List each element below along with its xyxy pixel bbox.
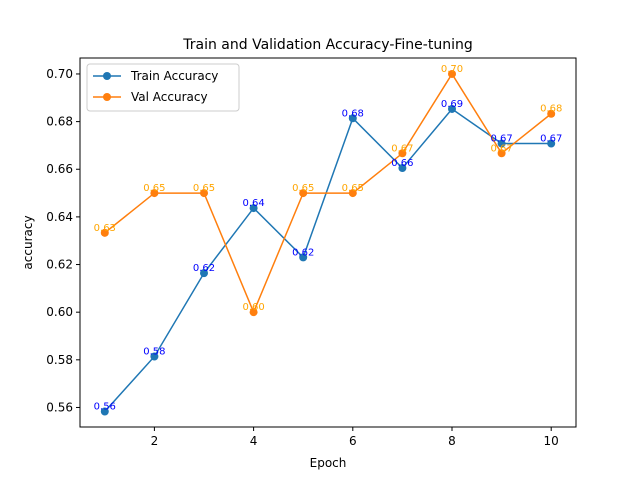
x-axis-label: Epoch [310, 456, 347, 470]
train-accuracy-point [200, 269, 208, 278]
train-accuracy-point [150, 352, 159, 361]
val-accuracy-data-label: 0.65 [193, 183, 215, 194]
train-accuracy-data-label: 0.62 [193, 263, 215, 274]
x-tick-label: 2 [151, 434, 159, 448]
train-accuracy-data-label: 0.67 [490, 134, 512, 145]
x-tick-label: 6 [349, 434, 357, 448]
train-accuracy-line [104, 107, 552, 413]
y-tick-label: 0.60 [46, 305, 73, 319]
train-accuracy-data-label: 0.69 [441, 99, 463, 110]
val-accuracy-data-label: 0.65 [342, 183, 364, 194]
train-accuracy-point [547, 139, 556, 148]
val-accuracy-point [150, 189, 159, 198]
val-accuracy-point [448, 69, 456, 78]
val-accuracy-point [299, 189, 308, 198]
val-accuracy-data-label: 0.70 [441, 64, 463, 75]
train-accuracy-data-label: 0.58 [143, 346, 165, 357]
y-axis-label: accuracy [21, 215, 35, 269]
train-accuracy-data-label: 0.66 [391, 158, 413, 169]
val-accuracy-data-label: 0.65 [292, 183, 314, 194]
y-tick-label: 0.68 [46, 115, 73, 129]
val-accuracy-data-label: 0.65 [143, 183, 165, 194]
x-tick-label: 10 [544, 434, 559, 448]
train-accuracy-legend-marker [103, 72, 111, 80]
val-accuracy-line [104, 72, 552, 315]
val-accuracy-data-label: 0.68 [540, 104, 562, 115]
train-accuracy-point [249, 204, 258, 213]
val-accuracy-point [547, 109, 556, 118]
val-accuracy-point [398, 149, 407, 158]
plot-frame [79, 57, 577, 428]
val-accuracy-data-label: 0.60 [242, 302, 264, 313]
y-tick-label: 0.56 [46, 400, 73, 414]
val-accuracy-point [200, 189, 208, 198]
y-tick-label: 0.62 [46, 258, 73, 272]
y-tick-label: 0.70 [46, 67, 73, 81]
val-accuracy-data-label: 0.67 [490, 143, 512, 154]
train-accuracy-point [398, 164, 407, 173]
train-accuracy-point [100, 407, 109, 416]
train-accuracy-point [348, 114, 357, 123]
y-tick-label: 0.58 [46, 353, 73, 367]
val-accuracy-point [348, 189, 357, 198]
legend-box [86, 63, 240, 112]
val-accuracy-data-label: 0.63 [94, 223, 116, 234]
val-accuracy-point [100, 228, 109, 237]
y-tick-label: 0.66 [46, 162, 73, 176]
x-tick-label: 4 [250, 434, 258, 448]
train-accuracy-data-label: 0.68 [342, 108, 364, 119]
train-accuracy-data-label: 0.56 [94, 402, 116, 413]
train-accuracy-data-label: 0.64 [242, 198, 264, 209]
train-accuracy-point [497, 139, 506, 148]
train-accuracy-point [299, 253, 308, 262]
val-accuracy-point [249, 308, 258, 317]
val-accuracy-point [497, 149, 506, 158]
train-accuracy-data-label: 0.67 [540, 134, 562, 145]
legend: Train Accuracy Val Accuracy [86, 63, 240, 112]
train-accuracy-point [448, 104, 456, 113]
val-accuracy-data-label: 0.67 [391, 143, 413, 154]
chart-title: Train and Validation Accuracy-Fine-tunin… [182, 37, 472, 53]
val-accuracy-legend-label: Val Accuracy [131, 90, 208, 104]
train-accuracy-legend-label: Train Accuracy [130, 69, 218, 83]
train-accuracy-data-label: 0.62 [292, 247, 314, 258]
val-accuracy-legend-marker [103, 93, 111, 101]
x-tick-label: 8 [448, 434, 456, 448]
y-tick-label: 0.64 [46, 210, 73, 224]
plot-area: 2 4 6 8 10 0.56 0.58 0.60 0.62 0.64 0.66 0.68 0.70 0.… [46, 64, 562, 448]
